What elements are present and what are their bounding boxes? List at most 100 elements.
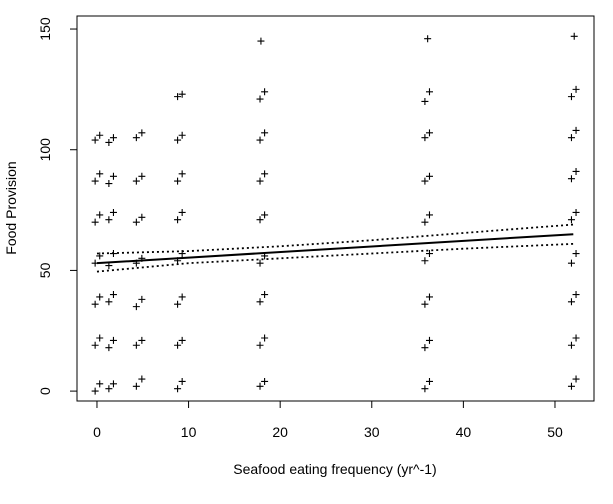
point	[109, 291, 117, 299]
point	[261, 88, 269, 96]
point	[256, 259, 264, 267]
point	[132, 218, 140, 226]
point	[109, 134, 117, 142]
ci-upper-line	[96, 223, 574, 255]
point	[109, 380, 117, 388]
y-axis-label: Food Provision	[3, 161, 19, 254]
y-tick-label: 50	[37, 262, 53, 278]
point	[567, 382, 575, 390]
point	[256, 136, 264, 144]
point	[105, 298, 113, 306]
point	[138, 213, 146, 221]
point	[138, 375, 146, 383]
point	[421, 385, 429, 393]
point	[138, 172, 146, 180]
point	[572, 334, 580, 342]
point	[567, 216, 575, 224]
point	[174, 385, 182, 393]
point	[572, 291, 580, 299]
point	[261, 170, 269, 178]
ci-lower-line	[96, 242, 574, 273]
point	[572, 208, 580, 216]
point	[567, 259, 575, 267]
point	[178, 293, 186, 301]
point	[91, 218, 99, 226]
point	[132, 303, 140, 311]
point	[572, 85, 580, 93]
point	[570, 32, 578, 40]
point	[257, 37, 265, 45]
x-tick-label: 0	[93, 424, 101, 440]
point	[425, 211, 433, 219]
point	[109, 336, 117, 344]
y-tick-label: 150	[37, 17, 53, 41]
point	[109, 208, 117, 216]
point	[178, 377, 186, 385]
point	[256, 382, 264, 390]
point	[425, 377, 433, 385]
point	[132, 134, 140, 142]
point	[96, 131, 104, 139]
point	[261, 211, 269, 219]
point	[174, 177, 182, 185]
point	[132, 341, 140, 349]
point	[96, 380, 104, 388]
fit-line	[96, 233, 574, 265]
point	[91, 341, 99, 349]
point	[138, 129, 146, 137]
point	[572, 167, 580, 175]
point	[567, 134, 575, 142]
x-tick-label: 20	[272, 424, 288, 440]
point	[261, 377, 269, 385]
point	[572, 126, 580, 134]
point	[421, 97, 429, 105]
point	[178, 170, 186, 178]
point	[421, 344, 429, 352]
point	[256, 216, 264, 224]
point	[421, 177, 429, 185]
point	[261, 129, 269, 137]
point	[567, 341, 575, 349]
point	[91, 300, 99, 308]
point	[178, 336, 186, 344]
point	[178, 90, 186, 98]
point	[572, 375, 580, 383]
point	[174, 136, 182, 144]
point	[425, 129, 433, 137]
point	[421, 218, 429, 226]
point	[96, 334, 104, 342]
y-tick-label: 100	[37, 138, 53, 162]
point	[132, 177, 140, 185]
point	[261, 291, 269, 299]
point	[105, 344, 113, 352]
point	[178, 131, 186, 139]
point	[91, 387, 99, 395]
point	[425, 336, 433, 344]
point	[132, 382, 140, 390]
point	[96, 211, 104, 219]
y-tick-label: 0	[37, 387, 53, 395]
point	[424, 35, 432, 43]
point	[425, 250, 433, 258]
point	[105, 138, 113, 146]
point	[567, 93, 575, 101]
point	[138, 295, 146, 303]
point	[256, 298, 264, 306]
point	[174, 216, 182, 224]
point	[109, 172, 117, 180]
point	[567, 175, 575, 183]
point	[174, 93, 182, 101]
point	[174, 300, 182, 308]
point	[91, 177, 99, 185]
point	[91, 136, 99, 144]
point	[261, 334, 269, 342]
point	[256, 341, 264, 349]
point	[421, 134, 429, 142]
point	[567, 298, 575, 306]
point	[256, 95, 264, 103]
x-tick-label: 10	[181, 424, 197, 440]
point	[178, 208, 186, 216]
point	[425, 293, 433, 301]
x-tick-label: 40	[456, 424, 472, 440]
